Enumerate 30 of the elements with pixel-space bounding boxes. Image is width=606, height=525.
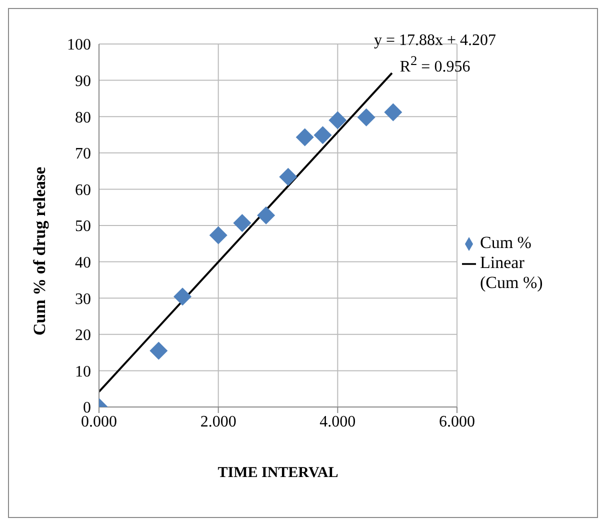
- regression-note: R$^{2}$ = 0.956: [398, 52, 472, 78]
- point: [357, 108, 376, 126]
- point: [314, 126, 332, 144]
- point: [384, 103, 402, 122]
- point: [209, 226, 228, 244]
- y-tick-label: 50: [75, 218, 91, 236]
- point: [257, 206, 276, 224]
- y-tick-label: 90: [75, 72, 91, 90]
- y-tick-label: 40: [75, 254, 91, 272]
- x-tick-label: 4.000: [320, 413, 356, 430]
- y-tick-label: 70: [75, 146, 91, 163]
- y-tick-label: 20: [75, 327, 91, 344]
- y-tick-label: 60: [75, 182, 91, 199]
- point: [328, 111, 347, 130]
- x-axis-title: TIME INTERVAL: [218, 465, 338, 481]
- point: [233, 214, 252, 232]
- legend-label: Cum %: [480, 233, 532, 253]
- point: [296, 128, 314, 146]
- y-axis-title: Cum % of drug release: [30, 166, 50, 336]
- point: [279, 168, 298, 186]
- y-tick-label: 10: [75, 363, 91, 380]
- y-tick-label: 30: [75, 290, 91, 308]
- regression-note: y = 17.88x + 4.207: [374, 31, 496, 51]
- point: [150, 342, 168, 360]
- legend-label: Linear (Cum %): [480, 253, 544, 293]
- x-tick-label: 6.000: [439, 413, 475, 430]
- y-tick-label: 100: [67, 36, 91, 54]
- y-tick-label: 80: [75, 109, 91, 126]
- point: [174, 288, 192, 306]
- x-tick-label: 2.000: [200, 413, 236, 430]
